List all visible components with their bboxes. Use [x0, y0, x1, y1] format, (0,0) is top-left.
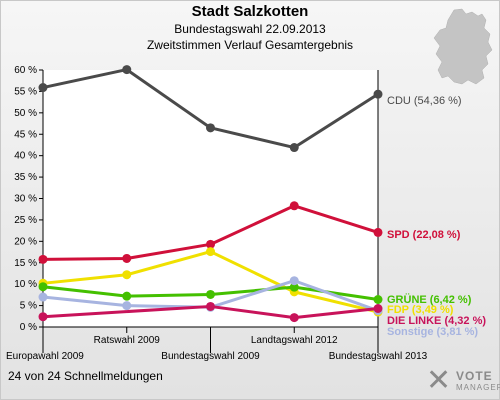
y-tick-label: 25 %	[14, 215, 37, 226]
logo-text-vote: VOTE	[456, 369, 493, 383]
series-cdu	[38, 65, 383, 153]
series-label: GRÜNE (6,42 %)	[387, 293, 472, 306]
y-tick-label: 15 %	[14, 258, 37, 269]
plot-area	[43, 70, 378, 327]
series-label: CDU (54,36 %)	[387, 95, 462, 107]
data-point	[206, 239, 215, 249]
data-point	[122, 291, 132, 301]
x-cross-icon: ✕	[426, 363, 452, 398]
series-label: FDP (3,49 %)	[387, 304, 454, 316]
y-tick-label: 30 %	[14, 194, 37, 205]
data-point	[373, 89, 383, 99]
y-tick-label: 0 %	[20, 322, 37, 333]
data-point	[373, 227, 383, 237]
reports-count: 24 von 24 Schnellmeldungen	[8, 369, 163, 383]
data-point	[206, 301, 215, 311]
data-point	[206, 289, 215, 299]
data-point	[373, 295, 383, 305]
germany-map-icon	[433, 8, 493, 85]
data-point	[373, 303, 383, 313]
data-point	[122, 253, 132, 263]
data-point	[289, 276, 299, 286]
series-label: SPD (22,08 %)	[387, 229, 461, 241]
logo-text-manager: MANAGER	[456, 383, 500, 392]
series-line	[42, 304, 379, 320]
data-point	[289, 201, 299, 211]
data-point	[38, 83, 48, 93]
x-tick-label: Bundestagswahl 2009	[161, 351, 260, 362]
data-point	[38, 254, 48, 264]
data-point	[206, 123, 215, 133]
series-label: DIE LINKE (4,32 %)	[387, 315, 486, 327]
y-tick-label: 20 %	[14, 236, 37, 247]
data-point	[289, 282, 299, 292]
y-tick-label: 40 %	[14, 151, 37, 162]
y-tick-label: 45 %	[14, 129, 37, 140]
y-tick-label: 5 %	[20, 301, 37, 312]
y-tick-label: 60 %	[14, 65, 37, 76]
series-label: Sonstige (3,81 %)	[387, 326, 478, 338]
x-tick-label: Europawahl 2009	[6, 351, 84, 362]
x-tick-label: Bundestagswahl 2013	[329, 351, 428, 362]
chart-subtitle: Bundestagswahl 22.09.2013	[174, 22, 326, 36]
data-point	[38, 282, 48, 292]
series-spd	[38, 201, 383, 264]
y-tick-label: 50 %	[14, 108, 37, 119]
data-point	[38, 312, 48, 322]
y-tick-label: 55 %	[14, 86, 37, 97]
series-die-linke	[38, 301, 383, 323]
vote-manager-logo: ✕ VOTE MANAGER	[426, 363, 500, 398]
data-point	[122, 301, 132, 311]
data-point	[122, 65, 132, 75]
y-tick-label: 10 %	[14, 279, 37, 290]
data-point	[38, 292, 48, 302]
y-tick-label: 35 %	[14, 172, 37, 183]
chart-subtitle-2: Zweitstimmen Verlauf Gesamtergebnis	[146, 38, 354, 52]
x-tick-label: Landtagswahl 2012	[251, 335, 338, 346]
data-point	[122, 270, 132, 280]
data-point	[289, 313, 299, 323]
x-tick-label: Ratswahl 2009	[94, 335, 161, 346]
data-point	[289, 143, 299, 153]
chart-title: Stadt Salzkotten	[191, 3, 309, 20]
data-point	[206, 247, 215, 257]
